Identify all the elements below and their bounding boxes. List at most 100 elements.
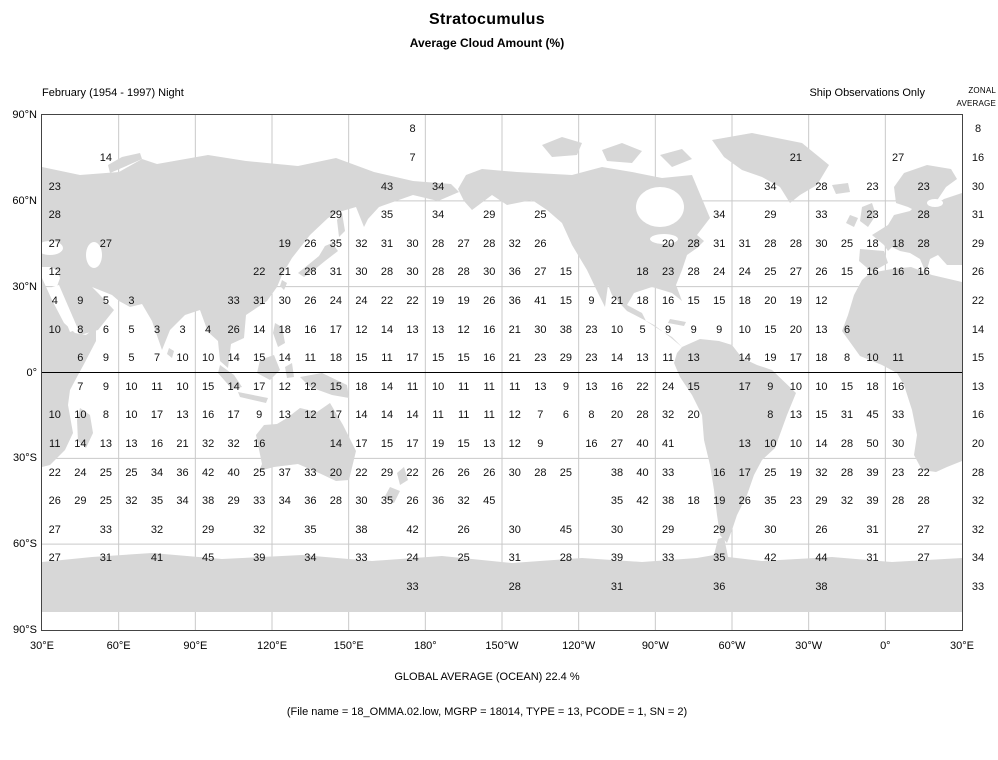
cell-value: 22 bbox=[406, 294, 419, 307]
cell-value: 30 bbox=[764, 523, 777, 536]
cell-value: 26 bbox=[534, 237, 547, 250]
cell-value: 23 bbox=[585, 323, 598, 336]
baltic-sea bbox=[927, 199, 943, 207]
cell-value: 35 bbox=[150, 495, 164, 508]
cell-value: 10 bbox=[125, 409, 138, 422]
landmass-java bbox=[238, 392, 268, 403]
cell-value: 45 bbox=[559, 523, 572, 536]
cell-value: 33 bbox=[661, 466, 675, 479]
cell-value: 10 bbox=[789, 380, 802, 393]
cell-value: 32 bbox=[201, 438, 215, 451]
cell-value: 38 bbox=[610, 466, 624, 479]
cell-value: 13 bbox=[636, 352, 649, 365]
cell-value: 17 bbox=[329, 323, 342, 336]
cell-value: 16 bbox=[610, 380, 624, 393]
cell-value: 15 bbox=[329, 380, 342, 393]
cell-value: 36 bbox=[713, 581, 726, 594]
cell-value: 22 bbox=[355, 466, 368, 479]
period-label: February (1954 - 1997) Night bbox=[42, 87, 184, 99]
cell-value: 12 bbox=[508, 409, 521, 422]
lon-tick-label: 60°E bbox=[106, 640, 131, 652]
zonal-average-value: 28 bbox=[971, 466, 985, 479]
cell-value: 29 bbox=[661, 523, 675, 536]
cell-value: 34 bbox=[278, 495, 291, 508]
cell-value: 15 bbox=[431, 352, 445, 365]
zonal-header-line2: AVERAGE bbox=[956, 99, 996, 108]
cell-value: 10 bbox=[610, 323, 624, 336]
cell-value: 13 bbox=[738, 438, 751, 451]
cell-value: 26 bbox=[48, 495, 61, 508]
cell-value: 23 bbox=[917, 180, 930, 193]
cell-value: 23 bbox=[789, 495, 802, 508]
cell-value: 15 bbox=[840, 266, 854, 279]
cell-value: 19 bbox=[713, 495, 726, 508]
cell-value: 17 bbox=[738, 380, 751, 393]
cell-value: 16 bbox=[201, 409, 215, 422]
cell-value: 27 bbox=[534, 266, 547, 279]
cell-value: 10 bbox=[764, 438, 777, 451]
cell-value: 12 bbox=[815, 294, 828, 307]
cell-value: 22 bbox=[380, 294, 394, 307]
cell-value: 34 bbox=[176, 495, 189, 508]
cell-value: 10 bbox=[125, 380, 138, 393]
cell-value: 20 bbox=[764, 294, 777, 307]
cell-value: 20 bbox=[610, 409, 624, 422]
cell-value: 18 bbox=[636, 294, 649, 307]
zonal-average-value: 29 bbox=[971, 237, 985, 250]
cell-value: 34 bbox=[713, 209, 726, 222]
cell-value: 16 bbox=[917, 266, 930, 279]
cell-value: 26 bbox=[406, 495, 419, 508]
cell-value: 17 bbox=[789, 352, 802, 365]
landmass-iceland bbox=[832, 183, 850, 194]
cell-value: 10 bbox=[738, 323, 751, 336]
cell-value: 16 bbox=[483, 352, 496, 365]
cell-value: 24 bbox=[355, 294, 368, 307]
cell-value: 44 bbox=[815, 552, 828, 565]
cell-value: 10 bbox=[431, 380, 445, 393]
lat-tick-label: 30°S bbox=[13, 452, 37, 465]
cell-value: 22 bbox=[253, 266, 266, 279]
cell-value: 15 bbox=[687, 294, 700, 307]
cell-value: 5 bbox=[128, 352, 135, 365]
cell-value: 50 bbox=[866, 438, 879, 451]
cell-value: 32 bbox=[457, 495, 470, 508]
cell-value: 8 bbox=[843, 352, 851, 365]
cell-value: 14 bbox=[253, 323, 266, 336]
cell-value: 27 bbox=[789, 266, 802, 279]
landmass-sakhalin bbox=[337, 213, 345, 237]
cell-value: 28 bbox=[764, 237, 777, 250]
landmass-eurasia bbox=[42, 155, 459, 368]
cell-value: 32 bbox=[125, 495, 138, 508]
cell-value: 3 bbox=[179, 323, 186, 336]
cell-value: 40 bbox=[636, 438, 649, 451]
cell-value: 31 bbox=[253, 294, 266, 307]
cell-value: 8 bbox=[102, 409, 109, 422]
land-shapes bbox=[42, 133, 962, 612]
cell-value: 43 bbox=[380, 180, 394, 193]
cell-value: 30 bbox=[355, 266, 368, 279]
cell-value: 7 bbox=[537, 409, 544, 422]
cell-value: 13 bbox=[534, 380, 547, 393]
cell-value: 24 bbox=[74, 466, 87, 479]
landmass-new-zealand bbox=[384, 467, 408, 503]
cell-value: 39 bbox=[866, 466, 879, 479]
cell-value: 28 bbox=[483, 237, 496, 250]
cell-value: 3 bbox=[128, 294, 135, 307]
cell-value: 38 bbox=[559, 323, 572, 336]
cell-value: 20 bbox=[661, 237, 675, 250]
landmass-greenland bbox=[712, 133, 829, 203]
cell-value: 25 bbox=[125, 466, 138, 479]
cell-value: 24 bbox=[661, 380, 675, 393]
cell-value: 15 bbox=[840, 380, 854, 393]
cell-value: 32 bbox=[227, 438, 240, 451]
landmass-philippines bbox=[273, 323, 285, 347]
cell-value: 22 bbox=[48, 466, 61, 479]
cell-value: 15 bbox=[253, 352, 266, 365]
cell-value: 12 bbox=[278, 380, 291, 393]
cell-value: 35 bbox=[380, 209, 394, 222]
cell-value: 11 bbox=[483, 380, 495, 393]
zonal-average-value: 13 bbox=[971, 380, 985, 393]
cell-value: 30 bbox=[610, 523, 624, 536]
cell-value: 28 bbox=[891, 495, 905, 508]
cell-value: 9 bbox=[690, 323, 697, 336]
